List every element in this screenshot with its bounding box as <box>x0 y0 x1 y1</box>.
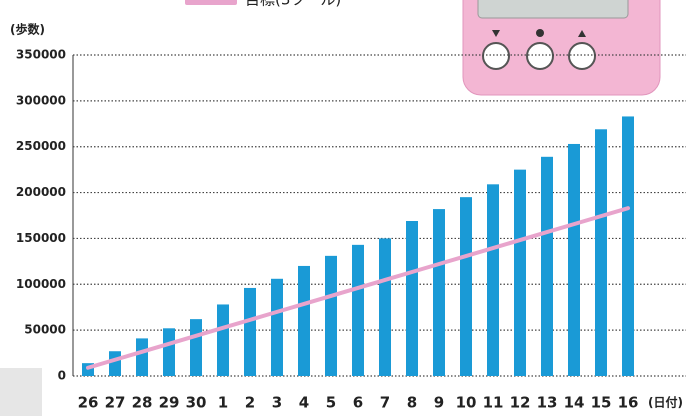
y-tick-label: 300000 <box>16 93 66 107</box>
x-tick-label: 3 <box>272 394 282 412</box>
x-tick-label: 1 <box>218 394 228 412</box>
bar <box>217 304 229 376</box>
x-tick-label: 11 <box>483 394 504 412</box>
x-tick-label: 16 <box>618 394 639 412</box>
bar <box>541 157 553 376</box>
bar <box>190 319 202 376</box>
bar <box>325 256 337 376</box>
bar <box>379 238 391 376</box>
bar <box>163 328 175 376</box>
y-axis-label: (歩数) <box>10 22 45 37</box>
x-tick-label: 26 <box>78 394 99 412</box>
bar <box>460 197 472 376</box>
x-tick-label: 7 <box>380 394 390 412</box>
y-tick-label: 0 <box>58 369 66 383</box>
x-tick-label: 15 <box>591 394 612 412</box>
x-tick-label: 13 <box>537 394 558 412</box>
legend-swatch <box>185 0 237 5</box>
bar <box>352 245 364 376</box>
x-tick-label: 29 <box>159 394 180 412</box>
x-tick-label: 27 <box>105 394 126 412</box>
bar <box>568 144 580 376</box>
y-tick-label: 250000 <box>16 139 66 153</box>
bar <box>487 184 499 376</box>
bar <box>298 266 310 376</box>
y-tick-label: 150000 <box>16 231 66 245</box>
bar <box>109 351 121 376</box>
bar <box>244 288 256 376</box>
bar <box>433 209 445 376</box>
y-tick-label: 100000 <box>16 277 66 291</box>
corner-decoration <box>0 368 42 416</box>
chart: 目標(3ツール) (歩数) (日付) 0 50000 100000 150000 200… <box>0 0 691 416</box>
x-tick-label: 28 <box>132 394 153 412</box>
x-tick-label: 2 <box>245 394 255 412</box>
y-tick-label: 350000 <box>16 48 66 62</box>
legend-label: 目標(3ツール) <box>245 0 341 9</box>
device-illustration <box>463 0 660 95</box>
x-axis-label: (日付) <box>648 395 683 410</box>
x-tick-label: 30 <box>186 394 207 412</box>
bar <box>271 279 283 376</box>
x-tick-label: 6 <box>353 394 363 412</box>
x-tick-label: 5 <box>326 394 336 412</box>
x-tick-label: 10 <box>456 394 477 412</box>
bar <box>514 170 526 376</box>
x-tick-label: 12 <box>510 394 531 412</box>
x-tick-label: 14 <box>564 394 585 412</box>
bar <box>406 221 418 376</box>
x-tick-label: 9 <box>434 394 444 412</box>
y-tick-label: 50000 <box>24 323 66 337</box>
bar <box>595 129 607 376</box>
y-tick-label: 200000 <box>16 185 66 199</box>
bar <box>622 116 634 376</box>
bar <box>136 338 148 376</box>
x-tick-label: 8 <box>407 394 417 412</box>
x-tick-label: 4 <box>299 394 309 412</box>
